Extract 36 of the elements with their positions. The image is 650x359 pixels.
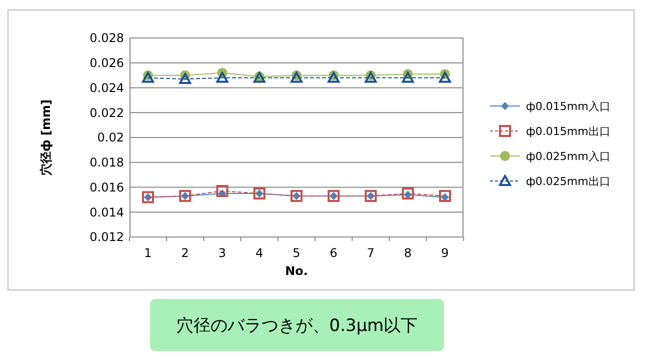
x-tick-label: 8 — [404, 246, 412, 260]
y-tick-label: 0.018 — [90, 156, 124, 170]
x-tick-label: 7 — [366, 246, 375, 260]
x-tick-label: 9 — [441, 246, 449, 260]
point — [439, 72, 451, 83]
x-tick-label: 5 — [292, 246, 300, 260]
x-tick-label: 1 — [144, 246, 152, 260]
point — [364, 72, 377, 83]
x-axis-title: No. — [285, 264, 308, 278]
point — [439, 190, 451, 202]
point — [328, 72, 340, 83]
y-tick-label: 0.028 — [90, 31, 124, 46]
x-tick-label: 2 — [181, 246, 189, 260]
y-tick-label: 0.012 — [90, 230, 124, 244]
point — [142, 72, 154, 83]
text: 穴径のバラつきが、0.3μm以下 — [176, 316, 418, 336]
y-tick-label: 0.024 — [90, 80, 124, 95]
y-tick-label: 0.026 — [90, 56, 124, 70]
point — [402, 187, 414, 200]
y-tick-label: 0.022 — [90, 106, 124, 120]
legend-label: ф0.025mm入口 — [526, 150, 610, 163]
y-tick-label: 0.02 — [97, 130, 124, 145]
point — [216, 184, 228, 197]
x-tick-label: 6 — [330, 246, 338, 260]
legend-label: ф0.015mm入口 — [526, 100, 610, 113]
legend-label: ф0.015mm出口 — [526, 124, 610, 138]
x-tick-label: 3 — [218, 246, 226, 260]
point — [402, 72, 414, 83]
point — [216, 72, 228, 83]
x-tick-label: 4 — [256, 246, 264, 260]
legend-label: ф0.025mm出口 — [526, 174, 610, 188]
point — [290, 72, 302, 83]
y-tick-label: 0.016 — [90, 180, 124, 194]
y-tick-label: 0.014 — [90, 205, 124, 220]
point — [179, 73, 192, 84]
y-axis-title: 穴径ф [mm] — [39, 99, 53, 177]
